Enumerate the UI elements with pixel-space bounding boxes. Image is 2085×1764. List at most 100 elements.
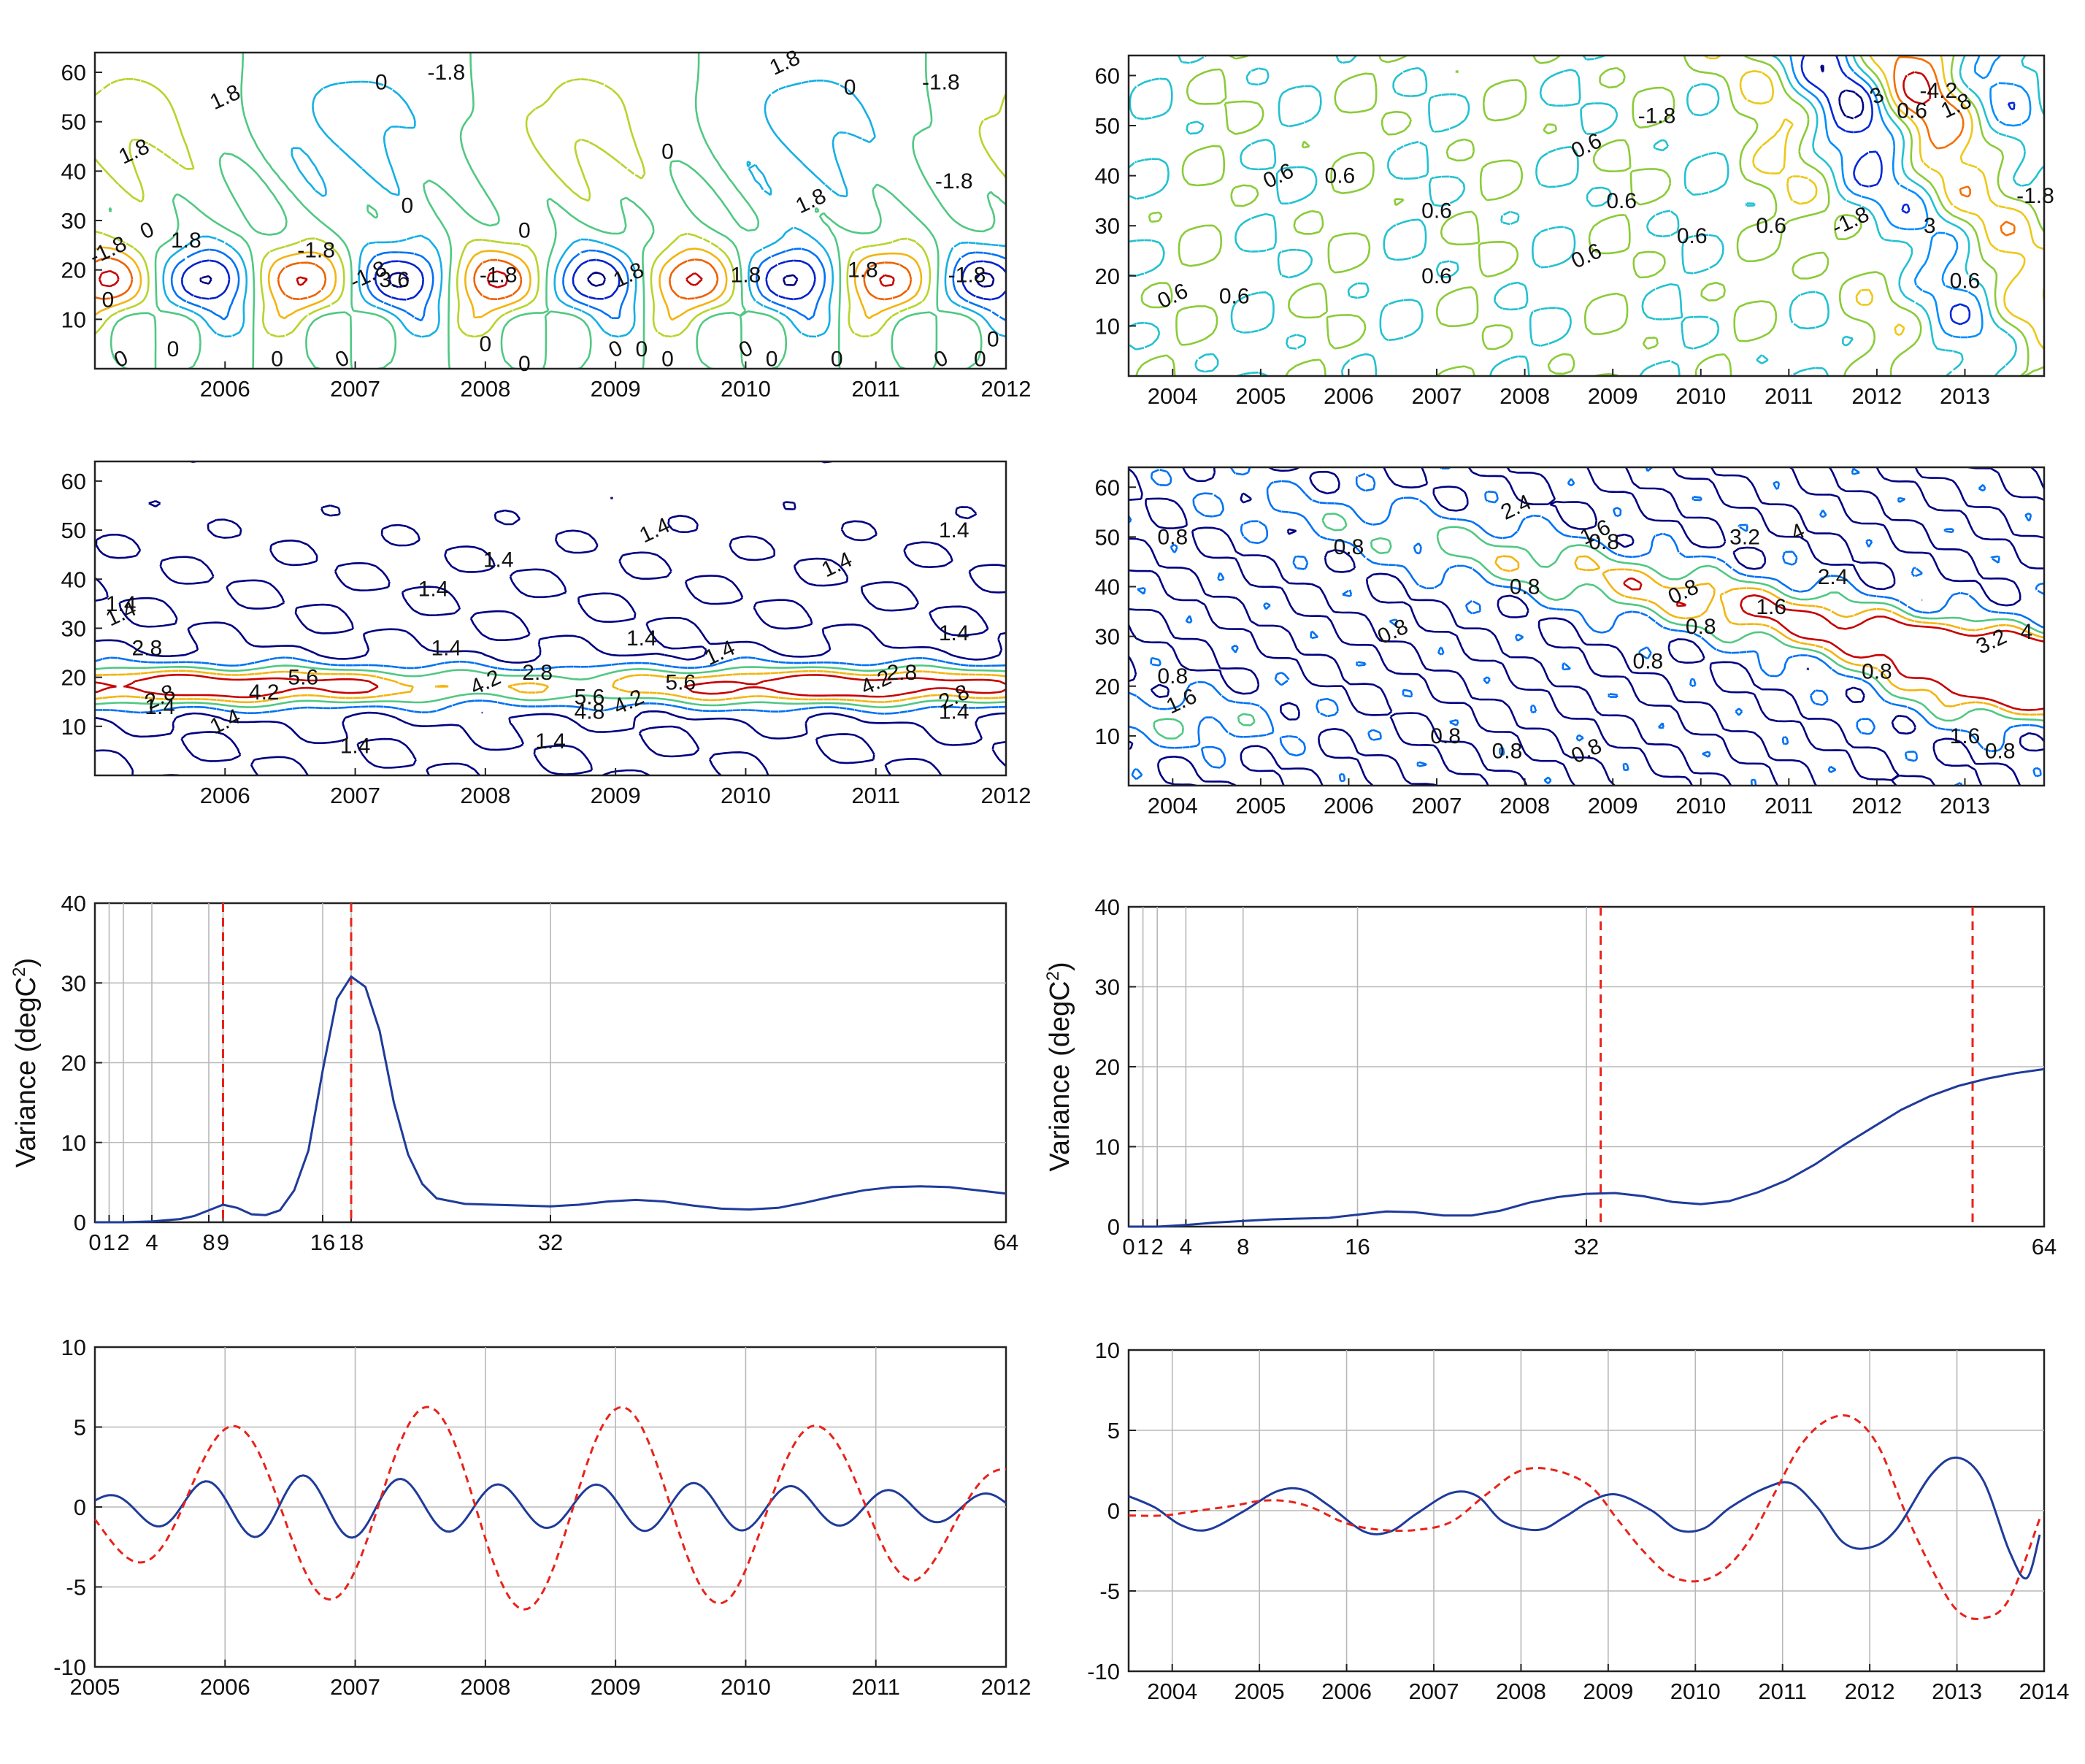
- contour-label: 0: [137, 218, 158, 245]
- contour-label: 1.8: [171, 229, 201, 253]
- y-tick-label: -5: [66, 1575, 86, 1600]
- y-tick-label: 10: [61, 1335, 86, 1360]
- y-tick-label: 0: [74, 1495, 86, 1520]
- y-tick-label: 0: [74, 1210, 86, 1235]
- y-tick-label: 0: [1107, 1214, 1120, 1240]
- cwt-series-scale-33: [1128, 1456, 2041, 1580]
- contour-label: 0.8: [1374, 614, 1412, 649]
- contour-level-2_8: [95, 656, 1006, 715]
- y-tick-label: 10: [61, 307, 86, 332]
- y-tick-label: 60: [1095, 475, 1120, 500]
- contour-label: 3: [1924, 214, 1936, 238]
- x-tick-label: 4: [1180, 1234, 1192, 1259]
- y-tick-label: 40: [1095, 894, 1120, 920]
- x-tick-label: 32: [1574, 1234, 1599, 1259]
- x-tick-label: 2004: [1148, 793, 1198, 818]
- contour-level-4_2: [1902, 71, 1932, 105]
- contour-label: 1.6: [1756, 595, 1786, 619]
- contour-label: 0: [518, 352, 531, 376]
- contour-label: 1.4: [535, 729, 566, 753]
- contour-label: 0.6: [1421, 264, 1452, 288]
- contour-label: 5.6: [665, 670, 696, 694]
- y-tick-label: 60: [1095, 63, 1120, 88]
- contour-level-1_8: [95, 78, 1006, 338]
- contour-level--5_4: [180, 258, 1006, 301]
- contour-level--3: [1800, 55, 2016, 326]
- contour-label: 0: [375, 71, 388, 95]
- contour-label: 0.8: [1157, 525, 1188, 549]
- y-tick-label: 50: [1095, 113, 1120, 139]
- x-tick-label: 2008: [1500, 383, 1550, 409]
- x-tick-label: 2010: [1670, 1679, 1721, 1704]
- y-tick-label: 60: [61, 60, 86, 85]
- y-tick-label: 10: [1095, 1338, 1120, 1363]
- y-axis-label: Variance (degC2): [1043, 962, 1075, 1171]
- contour-label: 0.6: [1677, 224, 1708, 248]
- contour-level-7: [95, 673, 1006, 699]
- contour-label: 0.6: [1421, 199, 1452, 223]
- x-tick-label: 0: [88, 1230, 101, 1255]
- contour-level-1_6: [1129, 467, 2044, 786]
- x-tick-label: 1: [1137, 1234, 1149, 1259]
- contour-label: -1.8: [480, 263, 518, 287]
- x-tick-label: 2008: [460, 783, 510, 808]
- contour-label: 0.6: [1950, 269, 1981, 294]
- contour-label: 0.8: [1633, 650, 1664, 674]
- x-tick-label: 2014: [2019, 1679, 2070, 1704]
- contour-level-1_8: [1704, 55, 2044, 350]
- contour-label: 4.2: [249, 680, 280, 705]
- contour-label: 0: [661, 347, 674, 371]
- contour-label: 0: [661, 139, 674, 164]
- panel-e: 2004 2005 2006 2007 2008 2009 2010 2011 2012 2013…: [1095, 54, 2054, 409]
- contour-label: 1.6: [1950, 724, 1981, 748]
- y-tick-label: 20: [61, 258, 86, 283]
- contour-label: 1.4: [106, 592, 137, 616]
- contour-level--0_6: [1129, 55, 2044, 376]
- contour-label: 0: [987, 327, 999, 351]
- y-tick-label: 10: [61, 714, 86, 740]
- plot-frame-a: [93, 51, 1007, 370]
- contour-label: 0: [766, 347, 778, 371]
- panel-f: 2004 2005 2006 2007 2008 2009 2010 2011 2012 2013…: [1095, 466, 2046, 818]
- contour-label: 0.8: [1985, 739, 2016, 763]
- plot-frame-e: [1127, 54, 2046, 377]
- x-tick-label: 2009: [591, 376, 641, 402]
- contour-label: 0: [101, 288, 114, 312]
- x-tick-label: 2: [117, 1230, 129, 1255]
- contour-label: 0.8: [1664, 575, 1702, 610]
- x-tick-label: 2012: [1851, 793, 1902, 818]
- y-tick-label: 30: [1095, 624, 1120, 650]
- contour-label: 0.8: [1589, 530, 1619, 554]
- x-tick-label: 9: [217, 1230, 229, 1255]
- y-axis-label-sup: 2: [9, 967, 29, 977]
- contour-label: 0: [635, 337, 648, 361]
- x-tick-label: 8: [1237, 1234, 1249, 1259]
- contour-label: 0: [605, 336, 626, 363]
- contour-level-2_4: [1153, 513, 2044, 740]
- x-tick-label: 2008: [460, 376, 510, 402]
- x-tick-label: 2007: [330, 376, 380, 402]
- x-tick-label: 2013: [1940, 793, 1990, 818]
- contour-label: 0.8: [1492, 739, 1523, 763]
- contour-label: 0.6: [1325, 164, 1356, 188]
- variance-line: [1129, 1067, 2045, 1228]
- y-tick-label: 20: [1095, 674, 1120, 699]
- contour-label: 0: [735, 336, 756, 363]
- y-tick-label: 0: [1107, 1498, 1120, 1524]
- contour-label: 0: [271, 347, 283, 371]
- contour-labels-b: 1.4 1.4 1.4 1.4 1.4 1.4 1.4 1.4 1.4 1.4 1.4 2.8 4.2 2…: [102, 513, 973, 759]
- contour-label: 2.8: [522, 661, 553, 685]
- contour-label: 2.8: [887, 661, 918, 685]
- contour-label: 1.4: [431, 636, 462, 660]
- x-tick-label: 16: [310, 1230, 335, 1255]
- panel-b: 2006 2007 2008 2009 2010 2011 2012 10 20 30 40 50 60…: [61, 460, 1031, 808]
- y-axis-label-end: ): [1045, 962, 1075, 971]
- y-tick-label: 40: [61, 158, 86, 184]
- x-tick-label: 2011: [1765, 793, 1813, 818]
- contour-label: 2.4: [1497, 490, 1535, 525]
- contour-label: 0: [480, 332, 492, 356]
- x-tick-label: 2006: [200, 376, 250, 402]
- contour-label: 4.8: [575, 700, 605, 724]
